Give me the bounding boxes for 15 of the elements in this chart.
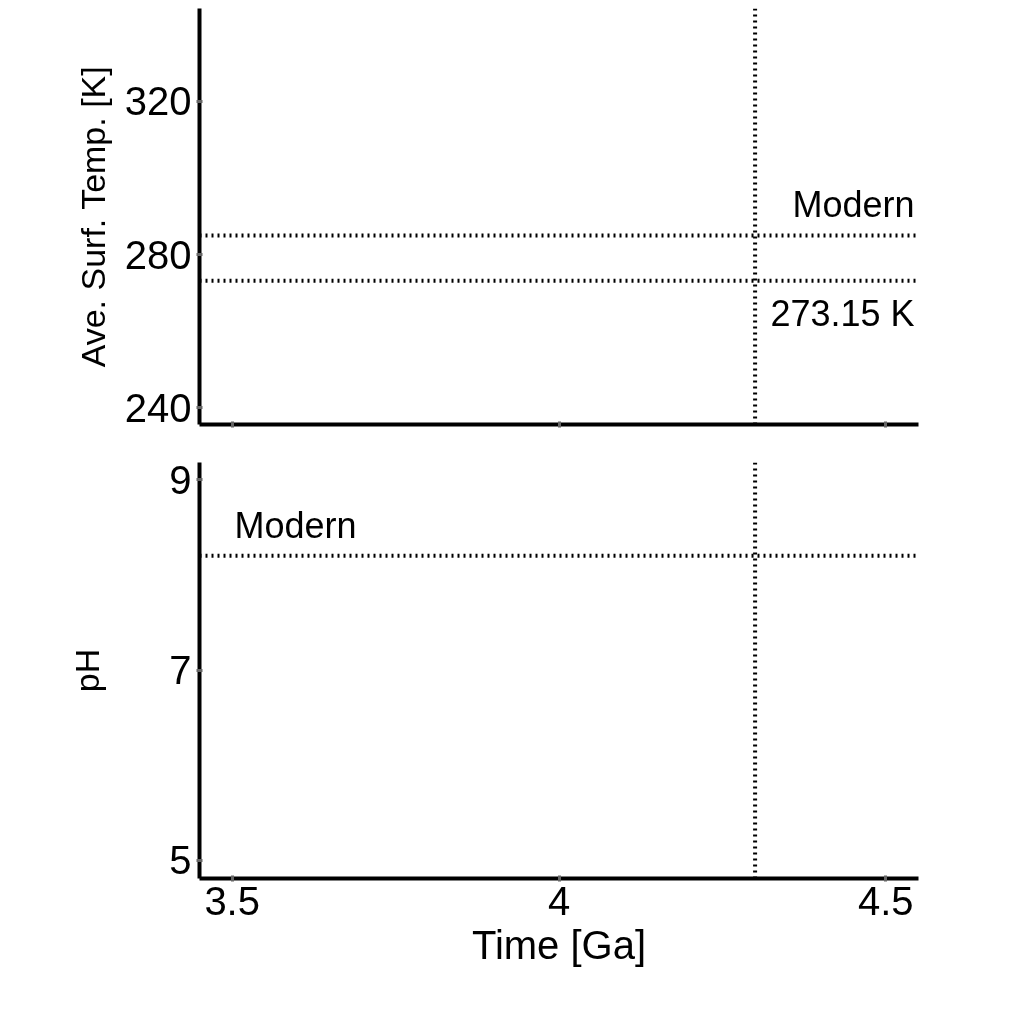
x-tick-label: 4	[547, 878, 571, 923]
y-tick-label: 5	[169, 838, 192, 883]
y-tick-label: 240	[124, 385, 192, 430]
x-axis-title: Time [Ga]	[471, 922, 647, 967]
y-tick-label: 7	[169, 648, 192, 693]
y-tick-label: 280	[124, 232, 192, 277]
ref-line-label: Modern	[792, 184, 915, 226]
ref-line-label: Modern	[234, 504, 357, 546]
x-tick-label: 4.5	[858, 878, 914, 923]
y-tick-label: 9	[169, 457, 192, 502]
x-tick-label: 3.5	[204, 878, 260, 923]
y-axis-title: Ave. Surf. Temp. [K]	[73, 66, 112, 368]
y-axis-title: pH	[68, 648, 107, 693]
y-tick-label: 320	[124, 79, 192, 124]
ref-line-label: 273.15 K	[770, 292, 915, 334]
